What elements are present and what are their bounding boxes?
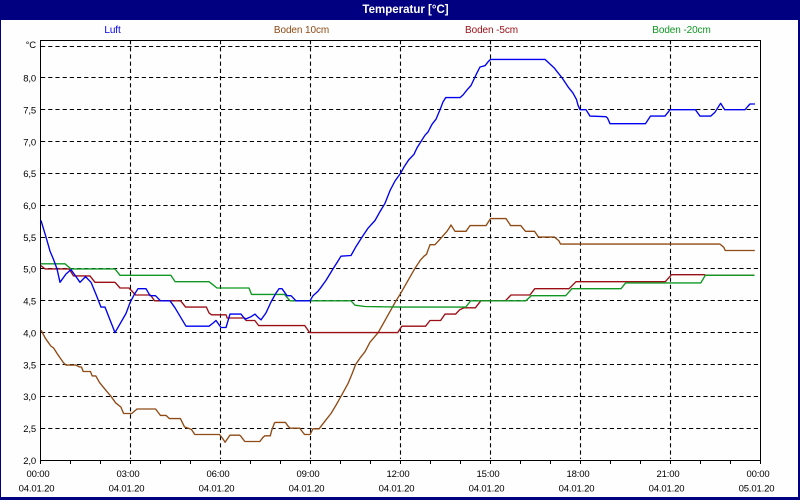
svg-text:7,5: 7,5 xyxy=(23,106,36,117)
svg-text:3,0: 3,0 xyxy=(23,392,36,403)
svg-text:2,0: 2,0 xyxy=(23,456,36,467)
svg-text:04.01.20: 04.01.20 xyxy=(649,484,685,495)
svg-text:°C: °C xyxy=(26,40,37,51)
svg-text:2,5: 2,5 xyxy=(23,424,36,435)
svg-text:04.01.20: 04.01.20 xyxy=(379,484,415,495)
svg-text:06:00: 06:00 xyxy=(206,469,229,480)
svg-text:4,0: 4,0 xyxy=(23,328,36,339)
svg-text:03:00: 03:00 xyxy=(116,469,139,480)
svg-text:6,0: 6,0 xyxy=(23,201,36,212)
svg-text:8,0: 8,0 xyxy=(23,74,36,85)
svg-text:7,0: 7,0 xyxy=(23,137,36,148)
svg-text:04.01.20: 04.01.20 xyxy=(469,484,505,495)
svg-text:05.01.20: 05.01.20 xyxy=(739,484,775,495)
svg-text:15:00: 15:00 xyxy=(476,469,499,480)
svg-text:3,5: 3,5 xyxy=(23,360,36,371)
svg-text:5,0: 5,0 xyxy=(23,265,36,276)
svg-text:04.01.20: 04.01.20 xyxy=(289,484,325,495)
svg-text:4,5: 4,5 xyxy=(23,297,36,308)
svg-text:09:00: 09:00 xyxy=(296,469,319,480)
svg-text:04.01.20: 04.01.20 xyxy=(199,484,235,495)
svg-text:21:00: 21:00 xyxy=(656,469,679,480)
svg-text:5,5: 5,5 xyxy=(23,233,36,244)
svg-text:00:00: 00:00 xyxy=(26,469,49,480)
svg-text:04.01.20: 04.01.20 xyxy=(19,484,55,495)
svg-text:00:00: 00:00 xyxy=(746,469,769,480)
svg-text:6,5: 6,5 xyxy=(23,169,36,180)
svg-text:18:00: 18:00 xyxy=(566,469,589,480)
svg-text:04.01.20: 04.01.20 xyxy=(109,484,145,495)
svg-text:04.01.20: 04.01.20 xyxy=(559,484,595,495)
svg-text:12:00: 12:00 xyxy=(386,469,409,480)
